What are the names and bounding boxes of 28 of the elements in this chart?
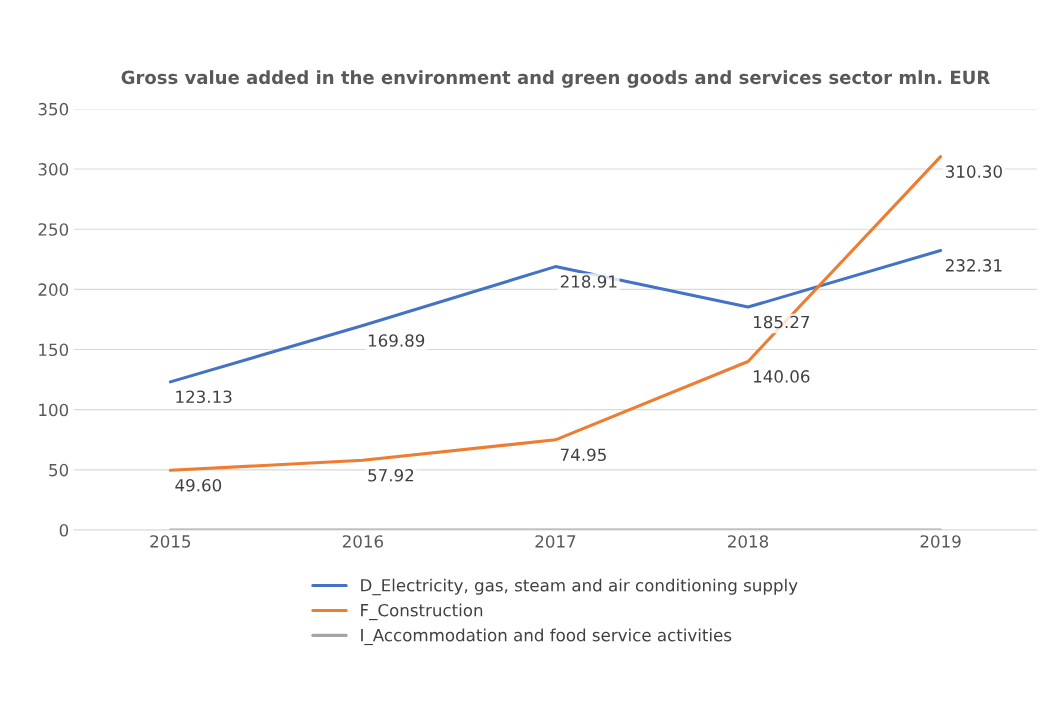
data-label: 140.06 [754,370,810,383]
x-tick-label: 2016 [342,535,384,548]
data-label: 232.31 [945,259,1002,272]
y-tick-label: 150 [39,343,69,357]
data-label: 57.92 [368,468,414,482]
y-tick-label: 0 [59,523,69,537]
data-label: 218.91 [560,275,617,288]
y-tick-label: 100 [39,403,69,417]
legend-label: I_Accommodation and food service activities [361,628,732,646]
y-tick-label: 50 [49,463,69,477]
data-label: 185.27 [754,315,810,329]
y-tick-label: 300 [38,163,69,176]
data-label: 74.95 [560,448,606,462]
x-tick-label: 2015 [150,535,191,548]
y-tick-label: 350 [38,102,69,116]
line-series [168,248,943,384]
chart-title: Gross value added in the environment and green goods and services sector mln. EUR [121,70,990,88]
y-tick-label: 200 [38,283,69,296]
x-tick-label: 2017 [535,535,576,548]
data-label: 169.89 [368,334,425,347]
y-tick-label: 250 [38,223,69,236]
data-label: 49.60 [175,478,222,492]
data-label: 123.13 [176,390,232,404]
x-tick-label: 2019 [920,535,961,548]
data-label: 310.30 [946,165,1002,178]
legend-label: D_Electricity, gas, steam and air conditioning supply [361,578,798,596]
legend-label: F_Construction [361,603,483,621]
x-tick-label: 2018 [728,535,769,548]
